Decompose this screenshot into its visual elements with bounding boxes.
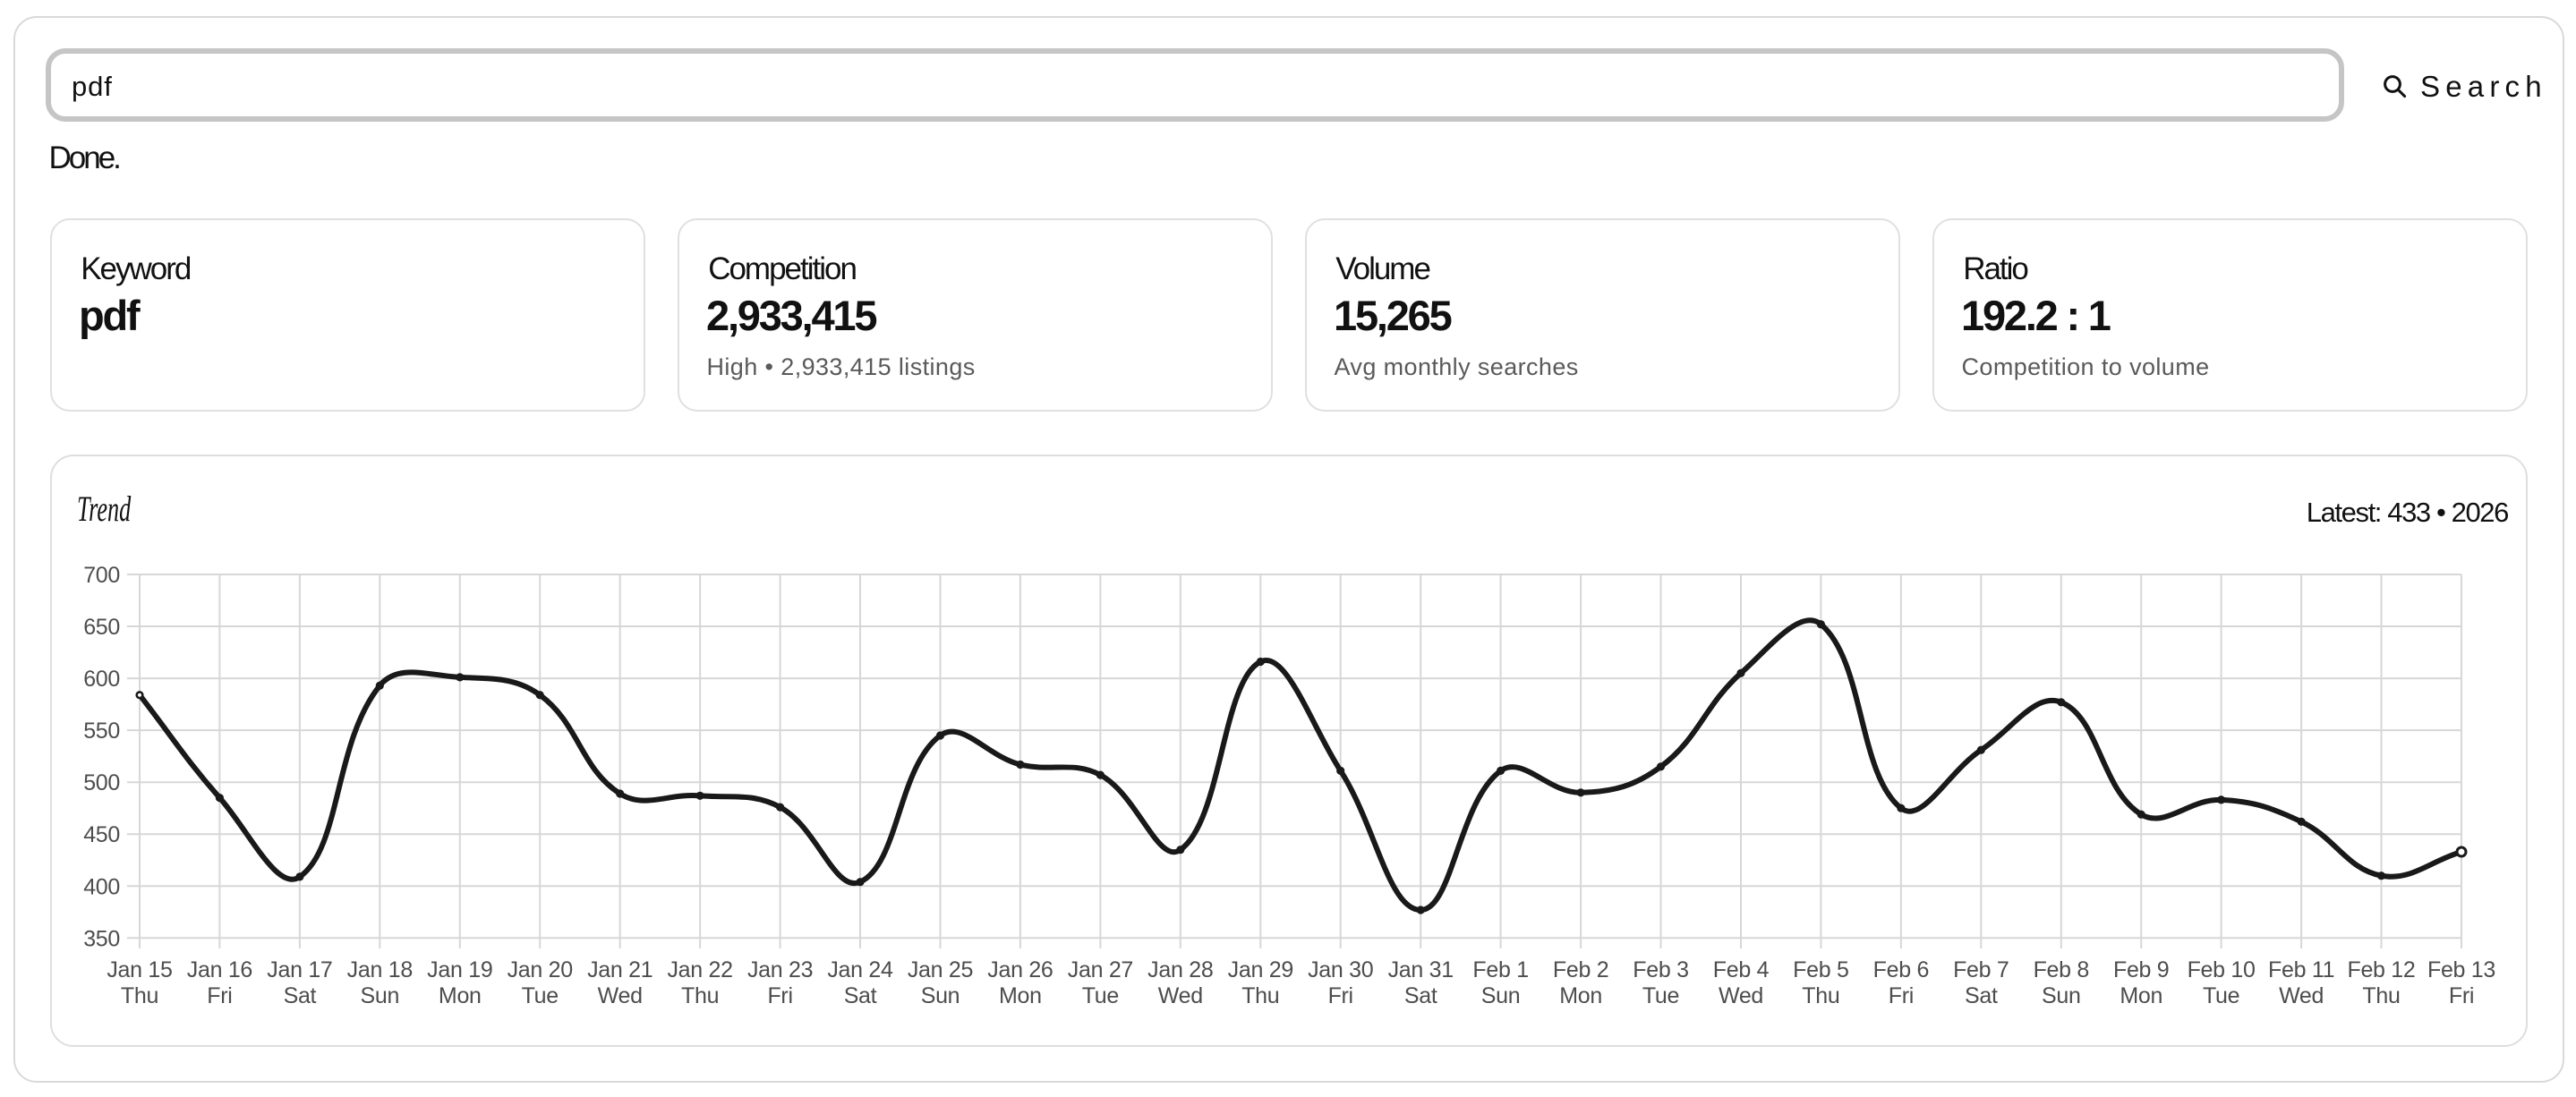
svg-text:Jan 31: Jan 31 [1388,957,1454,982]
svg-text:Jan 25: Jan 25 [908,957,973,982]
svg-text:450: 450 [83,822,120,847]
svg-text:Jan 19: Jan 19 [427,957,492,982]
svg-text:Thu: Thu [1241,983,1279,1008]
svg-text:Wed: Wed [1158,983,1203,1008]
svg-text:Wed: Wed [2279,983,2324,1008]
svg-text:Jan 30: Jan 30 [1308,957,1373,982]
svg-text:Jan 17: Jan 17 [267,957,332,982]
svg-text:400: 400 [83,874,120,899]
svg-text:Thu: Thu [1802,983,1839,1008]
svg-text:Tue: Tue [1082,983,1119,1008]
svg-text:Fri: Fri [1328,983,1353,1008]
svg-text:Mon: Mon [439,983,482,1008]
svg-text:Feb 2: Feb 2 [1553,957,1608,982]
svg-text:Sat: Sat [1965,983,1998,1008]
svg-text:700: 700 [83,563,120,588]
svg-text:Jan 20: Jan 20 [508,957,573,982]
svg-text:Feb 1: Feb 1 [1472,957,1528,982]
svg-text:550: 550 [83,719,120,744]
svg-text:Fri: Fri [1889,983,1914,1008]
svg-text:Wed: Wed [598,983,643,1008]
svg-text:Jan 22: Jan 22 [667,957,732,982]
svg-text:Sat: Sat [844,983,877,1008]
svg-text:Jan 16: Jan 16 [187,957,252,982]
svg-text:Jan 24: Jan 24 [827,957,893,982]
svg-text:Jan 29: Jan 29 [1228,957,1293,982]
svg-text:Feb 13: Feb 13 [2427,957,2495,982]
svg-text:Jan 23: Jan 23 [747,957,813,982]
svg-text:Thu: Thu [2362,983,2400,1008]
svg-text:Feb 3: Feb 3 [1633,957,1688,982]
svg-text:350: 350 [83,926,120,951]
svg-text:500: 500 [83,770,120,795]
svg-text:Tue: Tue [1642,983,1679,1008]
svg-text:Thu: Thu [681,983,719,1008]
svg-text:Feb 11: Feb 11 [2268,957,2334,982]
svg-text:Tue: Tue [2203,983,2239,1008]
svg-text:Jan 27: Jan 27 [1068,957,1133,982]
svg-text:Feb 12: Feb 12 [2347,957,2415,982]
svg-text:Fri: Fri [2449,983,2474,1008]
svg-text:Wed: Wed [1719,983,1763,1008]
svg-text:Sun: Sun [1481,983,1521,1008]
svg-text:Jan 15: Jan 15 [107,957,172,982]
svg-text:Feb 8: Feb 8 [2034,957,2089,982]
svg-text:Feb 6: Feb 6 [1873,957,1929,982]
svg-text:Mon: Mon [999,983,1042,1008]
svg-text:Jan 18: Jan 18 [347,957,413,982]
svg-text:Tue: Tue [522,983,559,1008]
svg-text:Sun: Sun [921,983,960,1008]
svg-text:Sun: Sun [361,983,400,1008]
svg-text:600: 600 [83,667,120,692]
svg-text:Feb 7: Feb 7 [1953,957,2009,982]
svg-text:Jan 26: Jan 26 [987,957,1053,982]
svg-text:Sat: Sat [284,983,317,1008]
svg-text:Feb 4: Feb 4 [1713,957,1770,982]
svg-text:Feb 9: Feb 9 [2113,957,2169,982]
svg-text:Jan 21: Jan 21 [587,957,653,982]
svg-text:Feb 10: Feb 10 [2188,957,2256,982]
svg-text:650: 650 [83,615,120,640]
svg-text:Sat: Sat [1404,983,1437,1008]
svg-text:Mon: Mon [1559,983,1602,1008]
svg-text:Jan 28: Jan 28 [1147,957,1213,982]
svg-text:Mon: Mon [2120,983,2162,1008]
svg-text:Thu: Thu [121,983,158,1008]
svg-text:Sun: Sun [2042,983,2081,1008]
svg-text:Feb 5: Feb 5 [1793,957,1848,982]
svg-text:Fri: Fri [207,983,232,1008]
svg-text:Fri: Fri [767,983,792,1008]
